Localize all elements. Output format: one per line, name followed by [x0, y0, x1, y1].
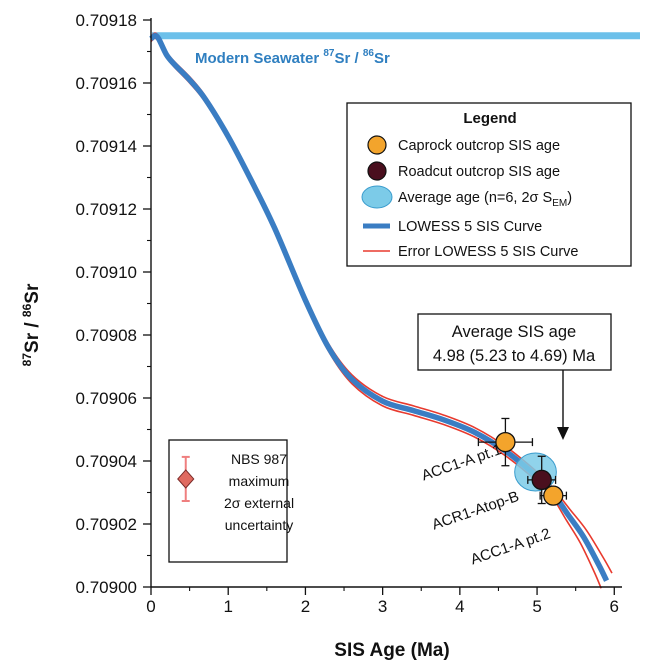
x-tick-label-0: 0 — [146, 597, 155, 616]
y-tick-label-0: 0.70900 — [76, 578, 137, 597]
point-label-2: ACC1-A pt.2 — [468, 525, 552, 568]
axes-group: 0.70900 0.70902 0.70904 0.70906 0.70908 0.709… — [76, 11, 622, 616]
legend-caprock-marker — [367, 135, 387, 155]
y-tick-label-3: 0.70906 — [76, 389, 137, 408]
legend-caprock-label: Caprock outcrop SIS age — [398, 138, 560, 154]
callout-line-1: Average SIS age — [452, 323, 576, 341]
x-tick-label-3: 3 — [378, 597, 387, 616]
nbs987-uncertainty-box: NBS 987 maximum 2σ external uncertainty — [168, 439, 294, 563]
nbs-line-2: maximum — [229, 473, 290, 489]
sample-points-group — [477, 417, 568, 506]
legend: Legend Caprock outcrop SIS age Roadcut o… — [346, 102, 632, 267]
point-label-0: ACC1-A pt.1 — [419, 441, 503, 484]
modern-seawater-label: Modern Seawater 87Sr / 86Sr — [195, 48, 390, 67]
y-tick-label-4: 0.70908 — [76, 326, 137, 345]
x-tick-label-1: 1 — [223, 597, 232, 616]
nbs-line-4: uncertainty — [225, 517, 293, 533]
callout-line-2: 4.98 (5.23 to 4.69) Ma — [433, 347, 596, 365]
point-label-1: ACR1-Atop-B — [430, 488, 521, 534]
x-tick-label-4: 4 — [455, 597, 464, 616]
legend-average-label: Average age (n=6, 2σ SEM) — [398, 190, 572, 209]
y-tick-label-1: 0.70902 — [76, 515, 137, 534]
average-age-callout: Average SIS age 4.98 (5.23 to 4.69) Ma — [417, 313, 612, 440]
legend-roadcut-label: Roadcut outcrop SIS age — [398, 164, 560, 180]
point-0-marker — [495, 431, 516, 453]
x-tick-label-6: 6 — [610, 597, 619, 616]
y-tick-label-2: 0.70904 — [76, 452, 137, 471]
callout-arrow-icon — [557, 427, 569, 440]
point-1-marker — [531, 469, 552, 491]
legend-roadcut-marker — [367, 161, 387, 181]
legend-curve-label: LOWESS 5 SIS Curve — [398, 219, 542, 235]
callout-box — [417, 313, 612, 371]
nbs-line-1: NBS 987 — [231, 451, 287, 467]
legend-title: Legend — [463, 110, 516, 127]
point-2-marker — [543, 485, 564, 506]
modern-seawater-group: Modern Seawater 87Sr / 86Sr — [152, 32, 640, 67]
y-tick-label-8: 0.70916 — [76, 74, 137, 93]
y-axis-title: 87Sr / 86Sr — [20, 283, 43, 366]
y-tick-label-9: 0.70918 — [76, 11, 137, 30]
y-tick-label-6: 0.70912 — [76, 200, 137, 219]
x-tick-label-5: 5 — [532, 597, 541, 616]
x-tick-label-2: 2 — [301, 597, 310, 616]
x-axis-title: SIS Age (Ma) — [334, 640, 449, 661]
legend-error-label: Error LOWESS 5 SIS Curve — [398, 244, 579, 260]
nbs-diamond-icon — [177, 469, 195, 489]
legend-box — [346, 102, 632, 267]
legend-average-marker — [361, 185, 393, 209]
nbs-line-3: 2σ external — [224, 495, 294, 511]
y-tick-label-5: 0.70910 — [76, 263, 137, 282]
y-tick-label-7: 0.70914 — [76, 137, 137, 156]
nbs-error-bar — [177, 455, 195, 503]
